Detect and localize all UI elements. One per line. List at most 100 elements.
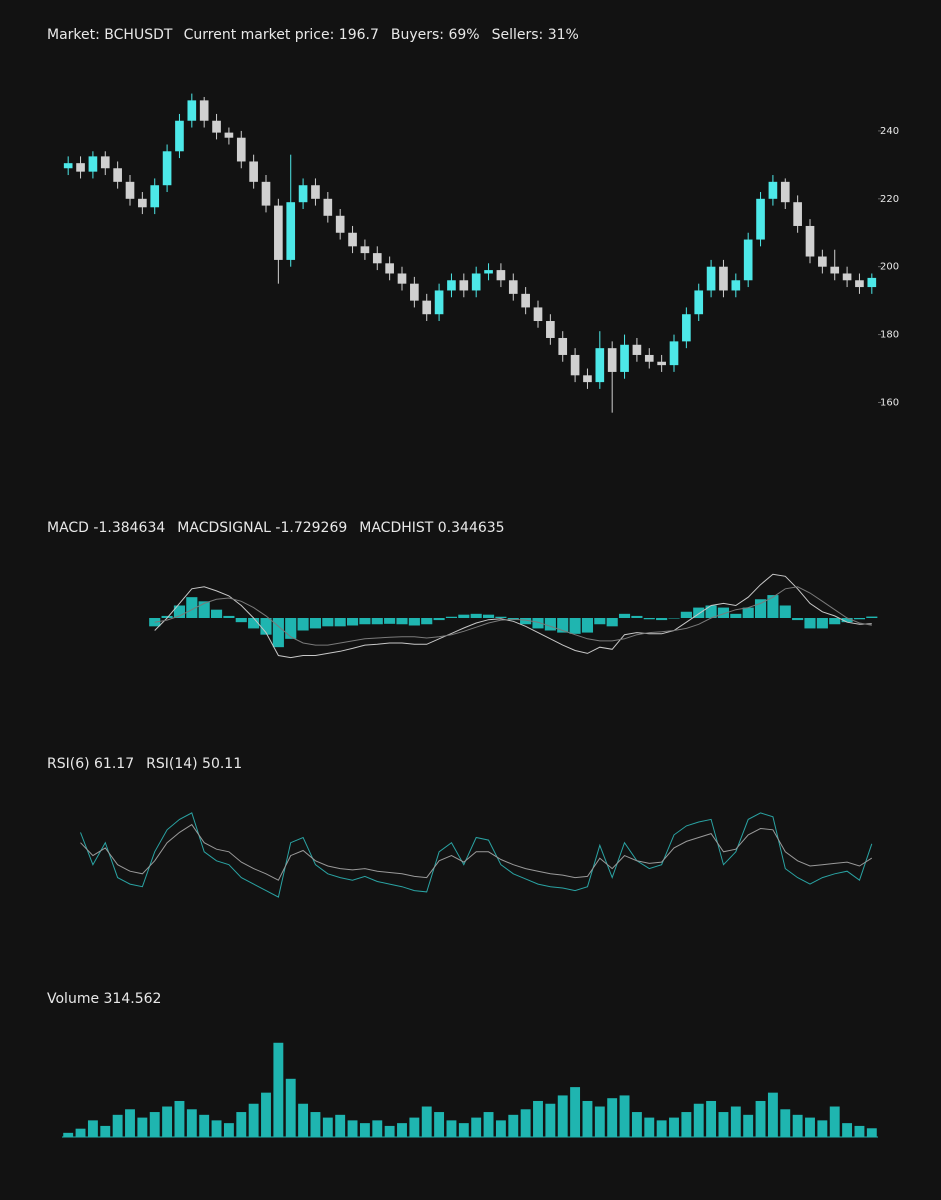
candle-body — [323, 198, 333, 216]
candle-body — [100, 156, 110, 169]
candle-body — [706, 266, 716, 291]
candle-body — [236, 137, 246, 162]
line — [80, 812, 873, 898]
volume-bar — [743, 1114, 754, 1137]
volume-bar — [767, 1092, 778, 1137]
header-item: MACD -1.384634 — [47, 520, 165, 536]
volume-bar — [631, 1112, 642, 1137]
volume-bar — [656, 1120, 667, 1137]
candle-body — [138, 198, 147, 208]
volume-bar — [557, 1095, 568, 1137]
hist-bar — [717, 607, 730, 618]
volume-bar — [199, 1114, 210, 1137]
hist-bar — [656, 618, 668, 621]
volume-bar — [174, 1100, 185, 1137]
hist-bar — [297, 618, 309, 631]
hist-bar — [829, 618, 841, 625]
candle-body — [533, 307, 543, 322]
candle-body — [644, 354, 654, 362]
volume-bar — [594, 1106, 605, 1137]
volume-bar — [780, 1109, 791, 1137]
hist-bar — [631, 615, 643, 618]
volume-bar — [100, 1125, 111, 1137]
hist-bar — [693, 607, 705, 618]
candle-body — [657, 361, 666, 366]
candle-body — [286, 202, 296, 260]
candle-body — [595, 348, 605, 383]
hist-bar — [643, 618, 655, 620]
volume-bar — [520, 1109, 531, 1137]
candle-body — [447, 280, 456, 291]
volume-bar — [792, 1114, 803, 1137]
y-tick-label: 160 — [880, 397, 899, 408]
hist-bar — [384, 618, 396, 624]
candle-body — [793, 202, 802, 226]
header-item: RSI(14) 50.11 — [146, 756, 242, 772]
volume-bar — [755, 1100, 766, 1137]
hist-bar — [161, 615, 173, 618]
header-item: Buyers: 69% — [391, 27, 480, 43]
hist-bar — [606, 618, 618, 627]
hist-bar — [235, 618, 247, 623]
candle-body — [360, 246, 370, 254]
hist-bar — [816, 618, 828, 629]
hist-bar — [668, 618, 680, 619]
candle-body — [731, 280, 741, 291]
hist-bar — [841, 618, 853, 623]
header-item: Market: BCHUSDT — [47, 27, 173, 43]
hist-bar — [495, 616, 507, 618]
volume-bar — [137, 1117, 148, 1137]
candle-body — [558, 337, 568, 355]
hist-bar — [210, 609, 223, 618]
y-tick-label: 200 — [880, 262, 899, 273]
candle-body — [694, 290, 704, 315]
panel-header: Market: BCHUSDT Current market price: 196… — [47, 27, 579, 43]
volume-bar — [112, 1114, 123, 1137]
volume-bar — [273, 1042, 284, 1137]
hist-bar — [223, 615, 235, 618]
candle-body — [607, 348, 617, 372]
candle-body — [496, 270, 506, 281]
candle-body — [311, 185, 320, 199]
hist-bar — [618, 613, 631, 618]
hist-bar — [173, 605, 186, 618]
hist-bar — [804, 618, 816, 629]
header-item: RSI(6) 61.17 — [47, 756, 134, 772]
candle-body — [830, 266, 840, 274]
volume-bar — [223, 1123, 234, 1137]
volume-bar — [669, 1117, 679, 1137]
hist-bar — [520, 618, 532, 625]
volume-bar — [582, 1100, 593, 1137]
hist-bar — [544, 618, 556, 631]
hist-bar — [705, 605, 717, 618]
volume-bar — [730, 1106, 741, 1137]
volume-bar — [545, 1103, 556, 1137]
volume-bar — [359, 1123, 370, 1137]
volume-bar — [285, 1078, 296, 1137]
candle-body — [743, 239, 753, 281]
candle-body — [570, 354, 580, 376]
candle-body — [508, 280, 518, 294]
volume-bar — [248, 1103, 259, 1137]
header-item: Current market price: 196.7 — [184, 27, 379, 43]
volume-bar — [805, 1117, 815, 1137]
volume-bar — [162, 1106, 173, 1137]
hist-bar — [594, 618, 606, 625]
header-item: MACDSIGNAL -1.729269 — [177, 520, 347, 536]
volume-bar — [718, 1112, 729, 1137]
hist-bar — [532, 618, 544, 629]
volume-bar — [384, 1125, 395, 1137]
volume-bar — [644, 1117, 655, 1137]
volume-bar — [829, 1106, 840, 1137]
volume-bar — [149, 1112, 160, 1137]
candle-body — [212, 120, 221, 133]
candle-body — [756, 198, 765, 240]
volume-bar — [693, 1103, 704, 1137]
volume-bar — [533, 1100, 543, 1137]
candle-body — [805, 225, 815, 257]
candle-body — [76, 163, 85, 172]
volume-bar — [817, 1120, 828, 1137]
candle-body — [372, 253, 382, 264]
candle-body — [471, 273, 481, 291]
